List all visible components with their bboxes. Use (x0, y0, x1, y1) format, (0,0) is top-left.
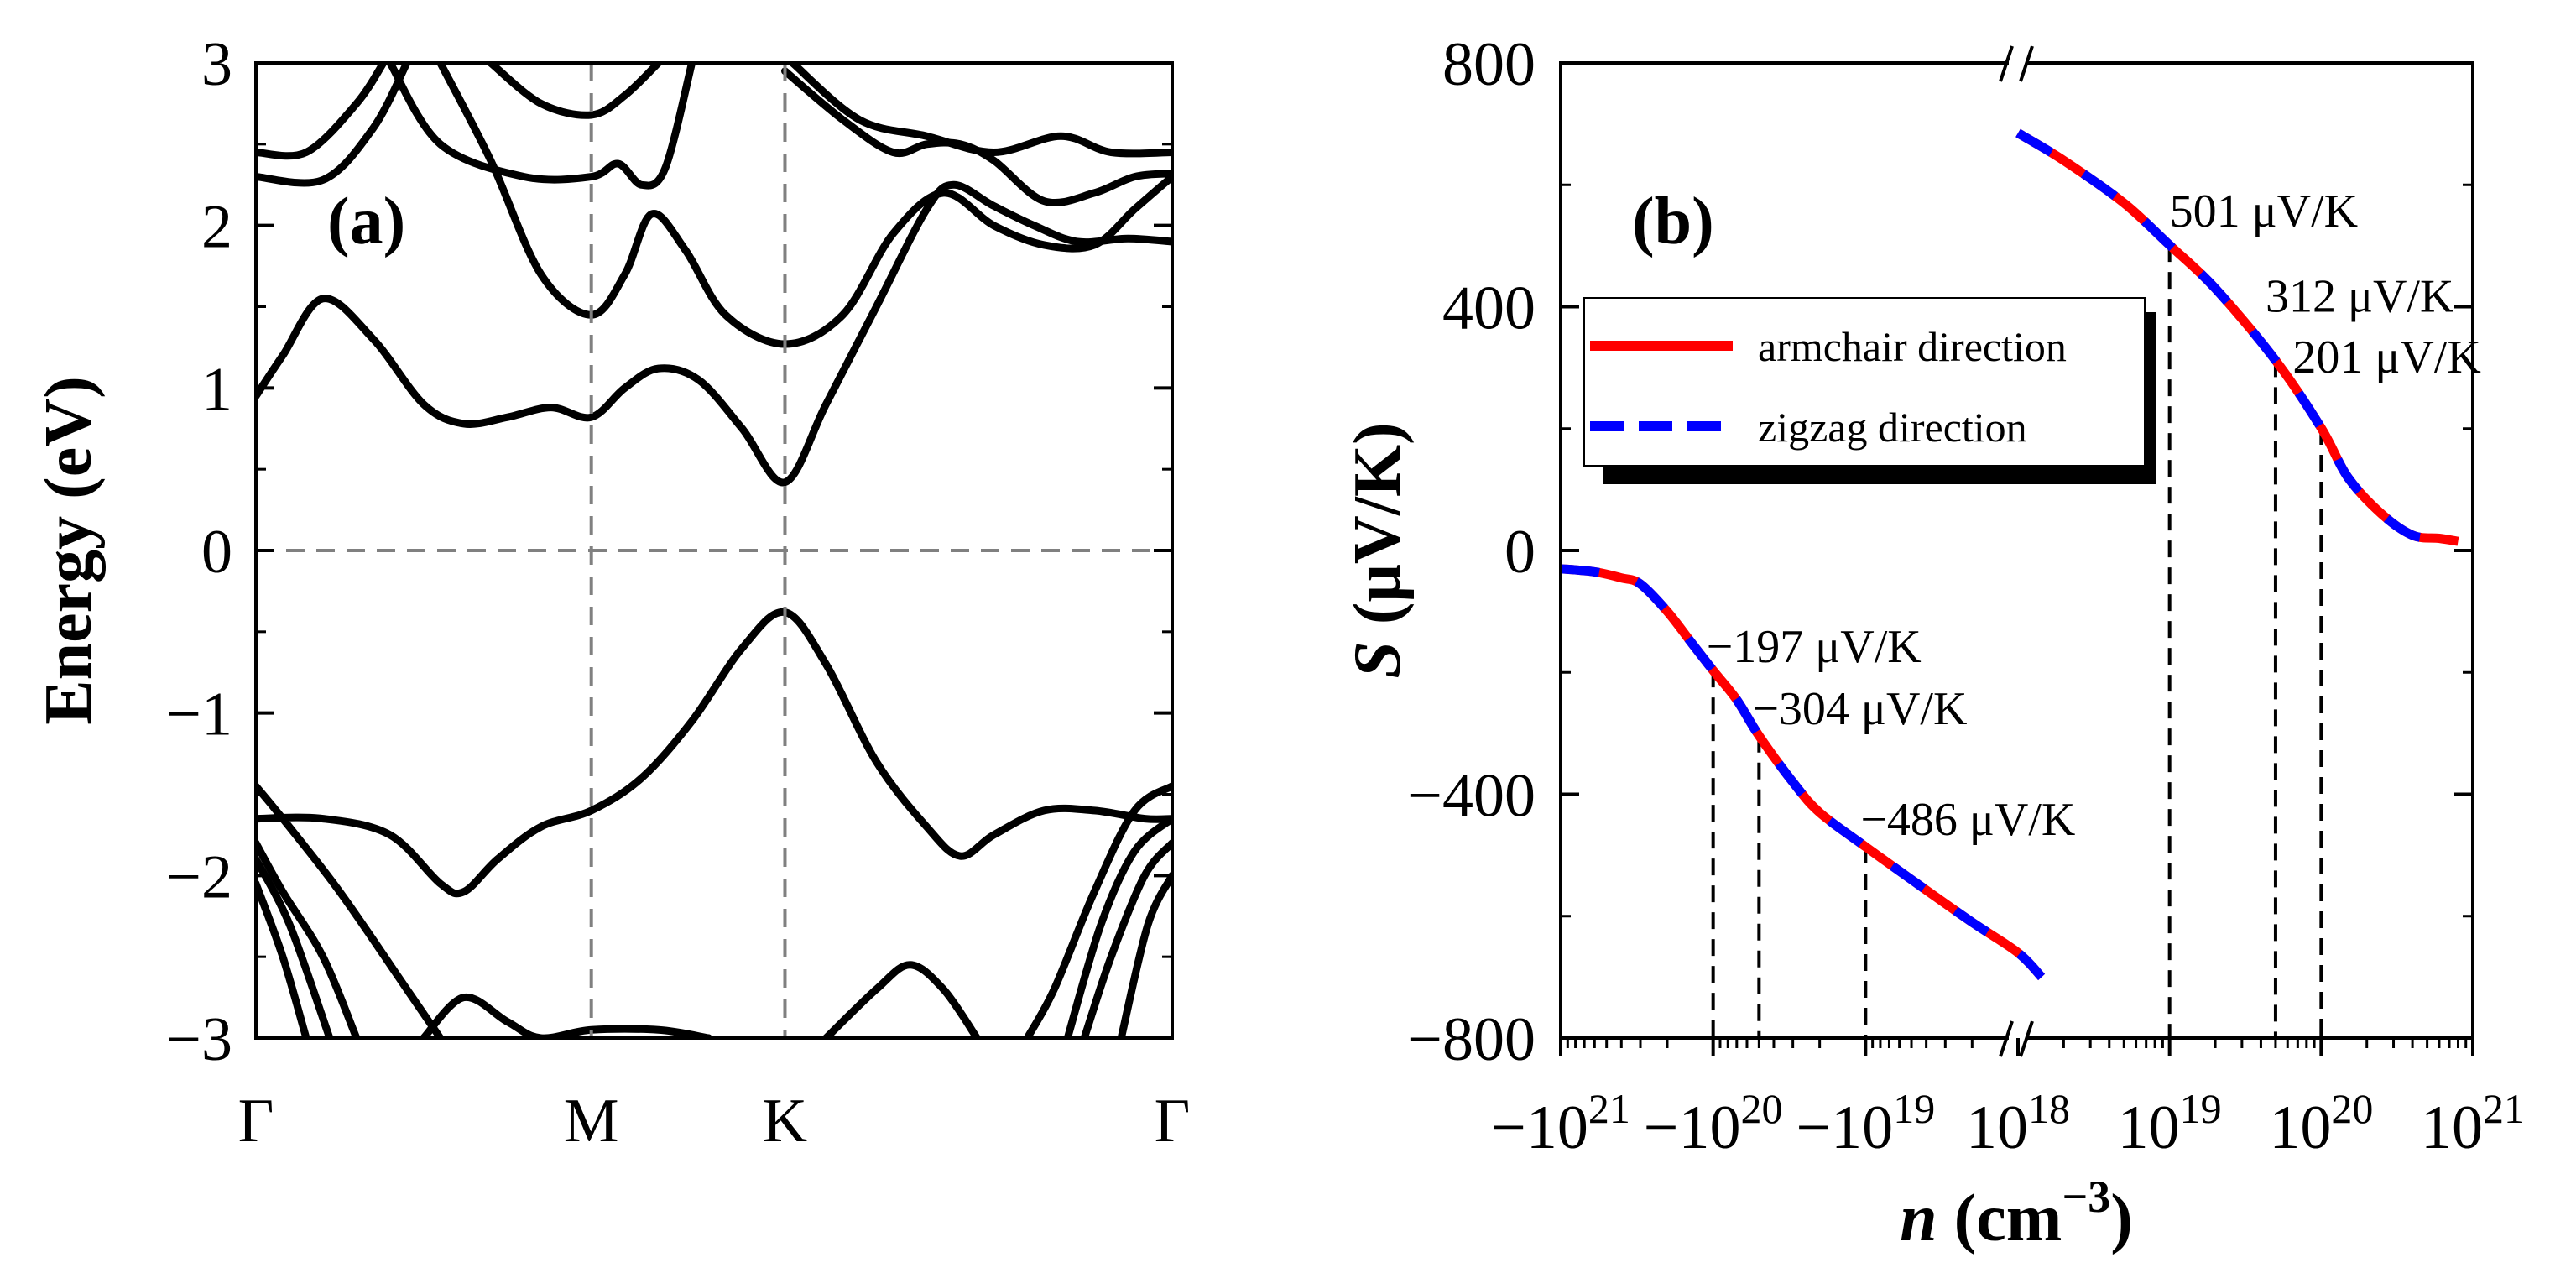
y-tick-label: 0 (1504, 518, 1536, 587)
panel-b-x-axis-label: n (cm−3) (1900, 1171, 2133, 1255)
x-tick-label: −1020 (1644, 1085, 1783, 1162)
panel-a-label: (a) (327, 185, 405, 258)
zigzag-curve-n-type (1560, 564, 2046, 981)
x-tick-label: 1018 (1966, 1085, 2070, 1162)
value-annotation: −197 μV/K (1707, 621, 1922, 673)
seebeck-panel: 800 400 0 −400 −800 −1021 −1020 −1019 1018 1019 10… (1341, 30, 2525, 1255)
legend-box (1583, 297, 2146, 467)
panel-a-y-axis-label: Energy (eV) (32, 376, 106, 724)
y-tick-label: 2 (201, 193, 232, 262)
value-annotations: 501 μV/K 312 μV/K 201 μV/K −197 μV/K −304 μV… (1707, 185, 2481, 846)
y-tick-label: −3 (166, 1005, 232, 1074)
band-line (420, 993, 713, 1038)
bottom-break-mark (1999, 1020, 2014, 1057)
y-tick-label: −2 (166, 843, 232, 911)
band-line (1063, 815, 1172, 1038)
top-break-mark (2019, 45, 2034, 82)
band-line (487, 63, 663, 119)
band-line (256, 839, 361, 1038)
band-line (1080, 839, 1172, 1038)
band-line (1023, 782, 1172, 1038)
y-tick-label: 1 (201, 355, 232, 424)
band-line (256, 782, 445, 1038)
value-annotation: 201 μV/K (2292, 331, 2480, 383)
y-tick-label: 800 (1442, 30, 1536, 99)
legend: armchair direction zigzag direction (1583, 297, 2156, 484)
x-tick-label: 1019 (2118, 1085, 2222, 1162)
guide-lines (256, 63, 1172, 1038)
top-break-gap (2009, 50, 2027, 76)
value-annotation: −304 μV/K (1752, 683, 1967, 735)
annotation-guides (1711, 245, 2323, 1038)
band-line (256, 63, 411, 187)
k-point-label: Γ (1155, 1087, 1191, 1156)
band-line (256, 879, 310, 1038)
top-break-mark (1999, 45, 2014, 82)
legend-zigzag-label: zigzag direction (1758, 404, 2027, 451)
k-point-label: M (564, 1087, 619, 1156)
panel-b-ticks: 800 400 0 −400 −800 −1021 −1020 −1019 1018 1019 10… (1407, 30, 2525, 1162)
band-line (822, 961, 981, 1038)
x-tick-label: −1021 (1491, 1085, 1630, 1162)
value-annotation: 312 μV/K (2266, 270, 2453, 322)
panel-b-label: (b) (1632, 185, 1714, 258)
panel-b-y-axis-label: S (μV/K) (1341, 422, 1415, 678)
k-point-label: Γ (238, 1087, 274, 1156)
band-line (386, 63, 696, 190)
band-line (781, 67, 1172, 207)
band-line (256, 608, 1172, 898)
axis-break-marks (1999, 45, 2034, 1057)
band-line (256, 63, 388, 160)
y-tick-label: 400 (1442, 274, 1536, 343)
k-point-label: K (763, 1087, 807, 1156)
bottom-break-mark (2019, 1020, 2034, 1057)
x-tick-label: 1021 (2421, 1085, 2525, 1162)
band-line (256, 180, 1172, 487)
x-tick-label: 1020 (2269, 1085, 2373, 1162)
legend-armchair-label: armchair direction (1758, 323, 2067, 370)
y-tick-label: 0 (201, 518, 232, 587)
y-tick-label: −1 (166, 681, 232, 749)
seebeck-curves (1560, 128, 2459, 981)
band-line (789, 63, 1172, 158)
y-tick-label: 3 (201, 30, 232, 99)
value-annotation: 501 μV/K (2170, 185, 2358, 237)
value-annotation: −486 μV/K (1860, 794, 2075, 846)
y-tick-label: −800 (1407, 1005, 1536, 1074)
y-tick-label: −400 (1407, 762, 1536, 831)
zigzag-curve-p-type (2015, 128, 2459, 546)
band-line (436, 63, 1172, 348)
x-tick-label: −1019 (1796, 1085, 1935, 1162)
band-line (1117, 871, 1172, 1038)
